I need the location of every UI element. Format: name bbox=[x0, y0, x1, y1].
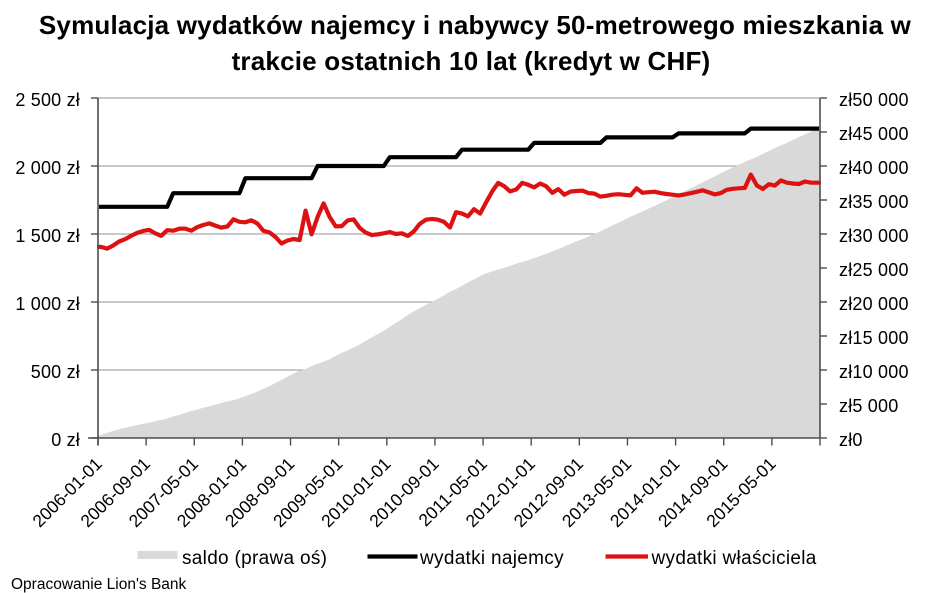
svg-text:zł15 000: zł15 000 bbox=[839, 328, 909, 348]
svg-text:zł10 000: zł10 000 bbox=[839, 362, 909, 382]
svg-text:zł50 000: zł50 000 bbox=[839, 90, 909, 110]
svg-text:Symulacja wydatków najemcy i n: Symulacja wydatków najemcy i nabywcy 50-… bbox=[39, 10, 912, 40]
svg-text:wydatki najemcy: wydatki najemcy bbox=[419, 548, 564, 569]
svg-text:2 500 zł: 2 500 zł bbox=[15, 90, 80, 110]
svg-text:zł35 000: zł35 000 bbox=[839, 192, 909, 212]
svg-text:1 500 zł: 1 500 zł bbox=[15, 226, 80, 246]
svg-text:trakcie ostatnich 10 lat (kred: trakcie ostatnich 10 lat (kredyt w CHF) bbox=[232, 46, 711, 76]
svg-text:0 zł: 0 zł bbox=[51, 430, 80, 450]
svg-text:zł5 000: zł5 000 bbox=[839, 396, 898, 416]
svg-text:zł45 000: zł45 000 bbox=[839, 124, 909, 144]
svg-text:zł25 000: zł25 000 bbox=[839, 260, 909, 280]
svg-text:zł30 000: zł30 000 bbox=[839, 226, 909, 246]
svg-text:zł40 000: zł40 000 bbox=[839, 158, 909, 178]
svg-text:wydatki właściciela: wydatki właściciela bbox=[651, 548, 817, 569]
svg-text:500 zł: 500 zł bbox=[31, 362, 80, 382]
svg-text:2 000 zł: 2 000 zł bbox=[15, 158, 80, 178]
svg-text:1 000 zł: 1 000 zł bbox=[15, 294, 80, 314]
svg-text:Opracowanie Lion's Bank: Opracowanie Lion's Bank bbox=[11, 576, 187, 593]
svg-text:saldo (prawa oś): saldo (prawa oś) bbox=[182, 548, 327, 569]
svg-text:zł20 000: zł20 000 bbox=[839, 294, 909, 314]
svg-text:zł0: zł0 bbox=[839, 430, 863, 450]
